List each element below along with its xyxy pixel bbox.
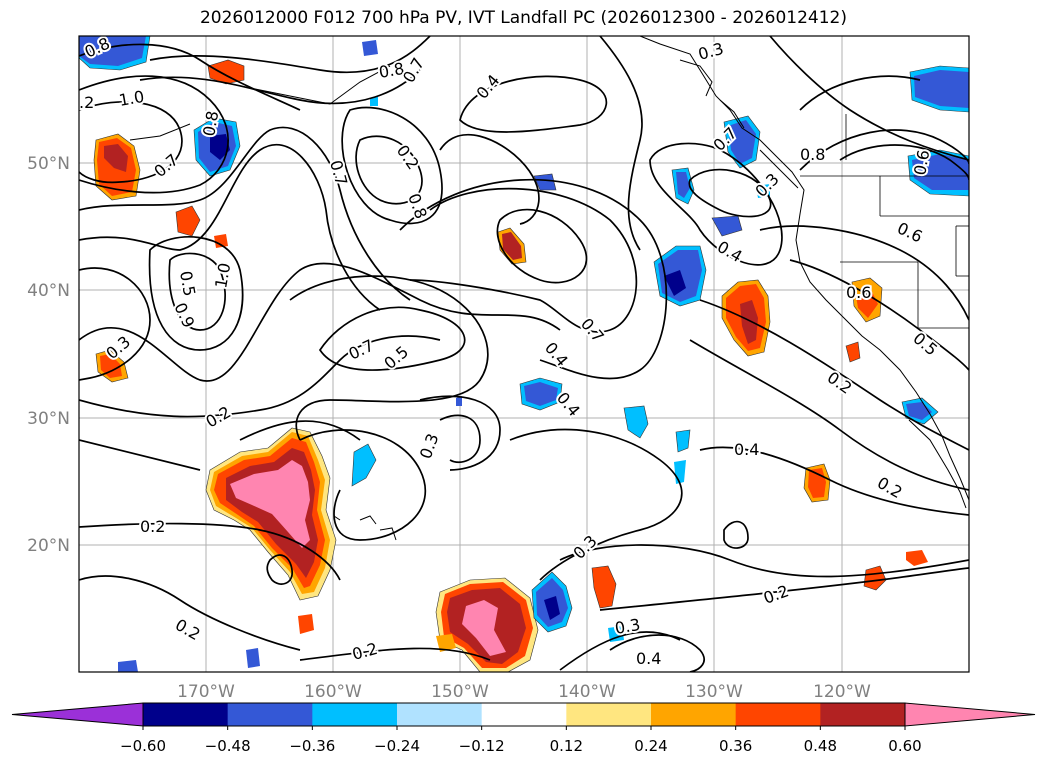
contour-label: 0.4 [734, 440, 759, 459]
map-title: 2026012000 F012 700 hPa PV, IVT Landfall… [199, 8, 847, 28]
contour-label: 0.2 [140, 517, 165, 536]
colorbar-extend-high [904, 702, 1036, 727]
colorbar-segment [312, 703, 398, 726]
lon-axis-labels: 170°W 160°W 150°W 140°W 130°W 120°W [177, 682, 871, 702]
colorbar-outline [142, 702, 906, 727]
colorbar-tick-label: −0.24 [374, 737, 420, 755]
colorbar-tick-label: 0.60 [888, 737, 921, 755]
lon-label: 130°W [685, 682, 743, 702]
lat-label: 20°N [27, 536, 70, 556]
contour-label-halo: 0.6 [846, 283, 871, 302]
lon-label: 120°W [813, 682, 871, 702]
contour-label: .2 [79, 93, 94, 112]
borders [800, 114, 969, 329]
contour-label: 0.8 [377, 59, 405, 82]
contour-label-halo: 0.2 [140, 517, 165, 536]
colorbar-tick-label: 0.36 [719, 737, 752, 755]
colorbar-tick-label: 0.24 [634, 737, 667, 755]
contour-label-halo: 0.4 [734, 440, 759, 459]
colorbar-tick-label: −0.12 [459, 737, 505, 755]
lat-label: 30°N [27, 409, 70, 429]
colorbar-segment [820, 703, 906, 726]
colorbar-tick-label: −0.60 [120, 737, 166, 755]
positive-anomalies [93, 59, 928, 672]
contour-label-halo: .2 [79, 93, 94, 112]
map-area: 0.80.80.80.80.70.70.30.3.2.2 1.01.0 0.40.4… [79, 36, 969, 672]
lat-axis-labels: 50°N 40°N 30°N 20°N [27, 154, 70, 556]
colorbar-segment [227, 703, 313, 726]
lon-label: 150°W [431, 682, 489, 702]
colorbar: −0.60 −0.48 −0.36 −0.24 −0.12 0.12 0.24 0.36 0.4… [11, 702, 1036, 755]
contour-label: 0.6 [846, 283, 871, 302]
lon-label: 140°W [558, 682, 616, 702]
contour-label: 0.5 [176, 269, 199, 297]
lat-label: 40°N [27, 281, 70, 301]
lon-label: 160°W [304, 682, 362, 702]
lon-label: 170°W [177, 682, 235, 702]
colorbar-segment [481, 703, 567, 726]
colorbar-tick-label: −0.48 [205, 737, 251, 755]
contour-label: 0.3 [613, 615, 641, 638]
contour-label-halo: 0.4 [636, 649, 661, 668]
colorbar-segment [566, 703, 652, 726]
colorbar-segment [651, 703, 737, 726]
contour-label: 1.0 [117, 87, 145, 110]
pv-contours [79, 36, 969, 672]
contour-label: 0.4 [636, 649, 661, 668]
contour-label-halo: 0.3 [613, 615, 641, 638]
colorbar-tick-label: 0.48 [804, 737, 837, 755]
colorbar-segment [735, 703, 821, 726]
contour-label: 1.0 [211, 261, 234, 289]
colorbar-segment [397, 703, 483, 726]
colorbar-tick-label: 0.12 [550, 737, 583, 755]
contour-label: 0.8 [800, 145, 825, 164]
contour-label: 0.6 [910, 148, 933, 176]
colorbar-segment [143, 703, 229, 726]
map-frame [78, 35, 970, 673]
negative-anomalies [79, 36, 969, 672]
colorbar-tick-label: −0.36 [289, 737, 335, 755]
colorbar-extend-low [11, 702, 144, 727]
contour-label: 0.8 [199, 109, 222, 137]
contour-label-halo: 0.8 [800, 145, 825, 164]
lat-label: 50°N [27, 154, 70, 174]
